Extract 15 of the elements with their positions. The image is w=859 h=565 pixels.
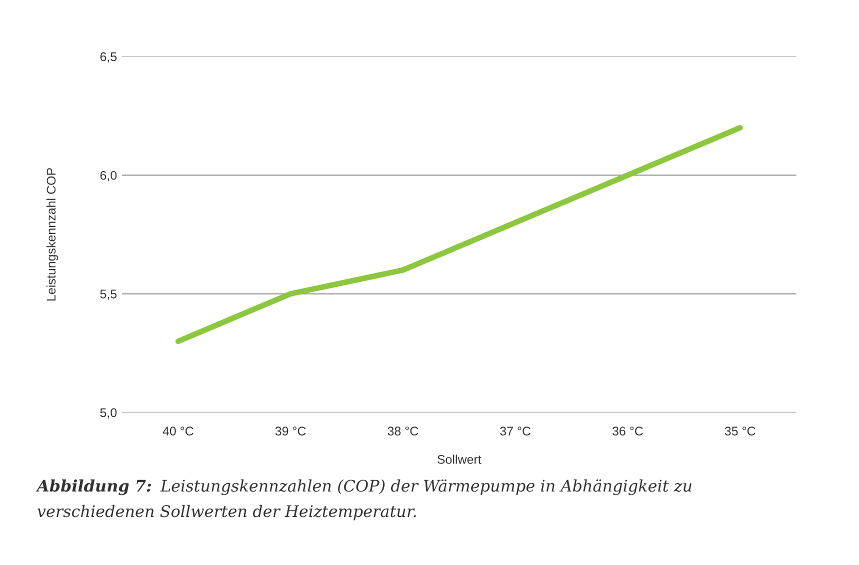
x-axis-title: Sollwert: [437, 454, 482, 464]
text: Leistungskennzahlen (COP) der Wärmepumpe in Abhängigkeit zu: [160, 479, 692, 496]
x-tick-label: 40 °C: [162, 426, 194, 436]
x-tick-label: 36 °C: [612, 426, 643, 436]
y-axis-title: Leistungskennzahl COP: [46, 168, 58, 300]
y-tick-label: 5,5: [100, 290, 117, 300]
x-tick-label: 35 °C: [724, 426, 756, 436]
y-tick-label: 6,5: [100, 52, 117, 63]
y-tick-label: 5,0: [100, 408, 117, 419]
x-tick-label: 39 °C: [275, 426, 306, 436]
text: Abbildung 7:: [36, 479, 151, 496]
y-tick-label: 6,0: [100, 170, 117, 182]
x-tick-label: 37 °C: [500, 426, 531, 436]
text: verschiedenen Sollwerten der Heiztemperatur.: [38, 504, 416, 520]
x-tick-label: 38 °C: [388, 426, 418, 436]
